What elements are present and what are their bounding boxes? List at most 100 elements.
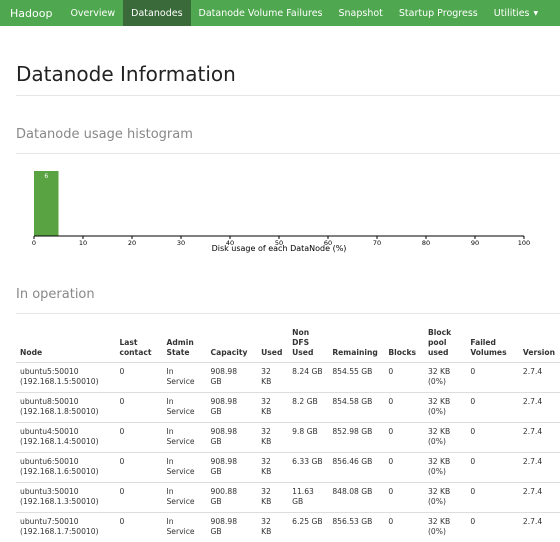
- x-tick-label: 70: [373, 239, 381, 247]
- brand-logo[interactable]: Hadoop: [0, 0, 62, 26]
- cell-text: Failed: [470, 338, 496, 347]
- cell-text: 0: [470, 397, 475, 406]
- cell-text: (0%): [428, 437, 446, 446]
- in-operation-title: In operation: [16, 287, 95, 302]
- x-tick-label: 30: [177, 239, 185, 247]
- cell-version: 2.7.4: [519, 423, 560, 453]
- cell-text: Used: [292, 348, 313, 357]
- cell-block-pool-used: 32 KB(0%): [424, 363, 466, 393]
- cell-non-dfs-used: 11.63 GB: [288, 483, 328, 513]
- column-header-capacity: Capacity: [207, 326, 258, 363]
- cell-text: State: [166, 348, 189, 357]
- x-tick-label: 100: [518, 239, 530, 247]
- cell-remaining: 856.46 GB: [328, 453, 384, 483]
- nav-snapshot[interactable]: Snapshot: [330, 0, 390, 26]
- cell-blocks: 0: [384, 363, 424, 393]
- cell-failed-volumes: 0: [466, 453, 519, 483]
- x-tick-label: 10: [79, 239, 87, 247]
- cell-text: 852.98 GB: [332, 427, 372, 436]
- cell-non-dfs-used: 6.33 GB: [288, 453, 328, 483]
- cell-block-pool-used: 32 KB(0%): [424, 423, 466, 453]
- cell-blocks: 0: [384, 453, 424, 483]
- cell-text: ubuntu3:50010: [20, 487, 79, 496]
- cell-failed-volumes: 0: [466, 483, 519, 513]
- cell-text: 0: [119, 517, 124, 526]
- cell-text: 32: [261, 397, 271, 406]
- cell-last-contact: 0: [115, 513, 162, 542]
- nav-datanodes[interactable]: Datanodes: [123, 0, 190, 26]
- cell-version: 2.7.4: [519, 363, 560, 393]
- cell-text: 0: [388, 457, 393, 466]
- column-header-node: Node: [16, 326, 115, 363]
- cell-text: 0: [470, 487, 475, 496]
- cell-text: 32: [261, 487, 271, 496]
- cell-text: 854.58 GB: [332, 397, 372, 406]
- cell-text: ubuntu7:50010: [20, 517, 79, 526]
- nav-overview[interactable]: Overview: [62, 0, 123, 26]
- cell-text: 6.25 GB: [292, 517, 322, 526]
- cell-text: Blocks: [388, 348, 416, 357]
- cell-text: (0%): [428, 377, 446, 386]
- cell-text: 2.7.4: [523, 457, 542, 466]
- cell-text: 908.98: [211, 367, 238, 376]
- cell-block-pool-used: 32 KB(0%): [424, 513, 466, 542]
- cell-text: 2.7.4: [523, 367, 542, 376]
- cell-text: 32: [261, 367, 271, 376]
- cell-text: Version: [523, 348, 555, 357]
- cell-text: 0: [470, 517, 475, 526]
- cell-block-pool-used: 32 KB(0%): [424, 483, 466, 513]
- cell-text: Service: [166, 377, 194, 386]
- cell-text: 854.55 GB: [332, 367, 372, 376]
- cell-text: contact: [119, 348, 151, 357]
- cell-text: 32 KB: [428, 397, 450, 406]
- x-tick-label: 20: [128, 239, 136, 247]
- cell-text: 32: [261, 427, 271, 436]
- cell-text: DFS: [292, 338, 309, 347]
- cell-text: ubuntu6:50010: [20, 457, 79, 466]
- nav-utilities[interactable]: Utilities ▼: [486, 0, 546, 26]
- cell-text: 9.8 GB: [292, 427, 318, 436]
- cell-text: 32: [261, 517, 271, 526]
- cell-text: 0: [388, 427, 393, 436]
- cell-text: GB: [211, 467, 222, 476]
- cell-text: 908.98: [211, 517, 238, 526]
- cell-text: 0: [119, 367, 124, 376]
- cell-text: 0: [388, 487, 393, 496]
- x-tick-label: 90: [471, 239, 479, 247]
- cell-text: 2.7.4: [523, 397, 542, 406]
- bar-count-label: 6: [44, 173, 48, 180]
- cell-last-contact: 0: [115, 393, 162, 423]
- cell-text: In: [166, 367, 173, 376]
- cell-text: 32 KB: [428, 487, 450, 496]
- cell-text: (192.168.1.8:50010): [20, 407, 99, 416]
- cell-text: 0: [119, 397, 124, 406]
- cell-text: KB: [261, 437, 271, 446]
- cell-text: 2.7.4: [523, 517, 542, 526]
- cell-text: KB: [261, 407, 271, 416]
- cell-text: Admin: [166, 338, 193, 347]
- cell-text: Used: [261, 348, 282, 357]
- nav-startup-progress[interactable]: Startup Progress: [391, 0, 486, 26]
- cell-text: 8.24 GB: [292, 367, 322, 376]
- cell-text: Node: [20, 348, 42, 357]
- nav-datanode-volume-failures[interactable]: Datanode Volume Failures: [191, 0, 331, 26]
- cell-text: In: [166, 397, 173, 406]
- cell-node: ubuntu5:50010(192.168.1.5:50010): [16, 363, 115, 393]
- cell-text: In: [166, 487, 173, 496]
- chevron-down-icon: ▼: [534, 10, 539, 17]
- cell-remaining: 856.53 GB: [328, 513, 384, 542]
- cell-text: KB: [261, 467, 271, 476]
- cell-text: 32: [261, 457, 271, 466]
